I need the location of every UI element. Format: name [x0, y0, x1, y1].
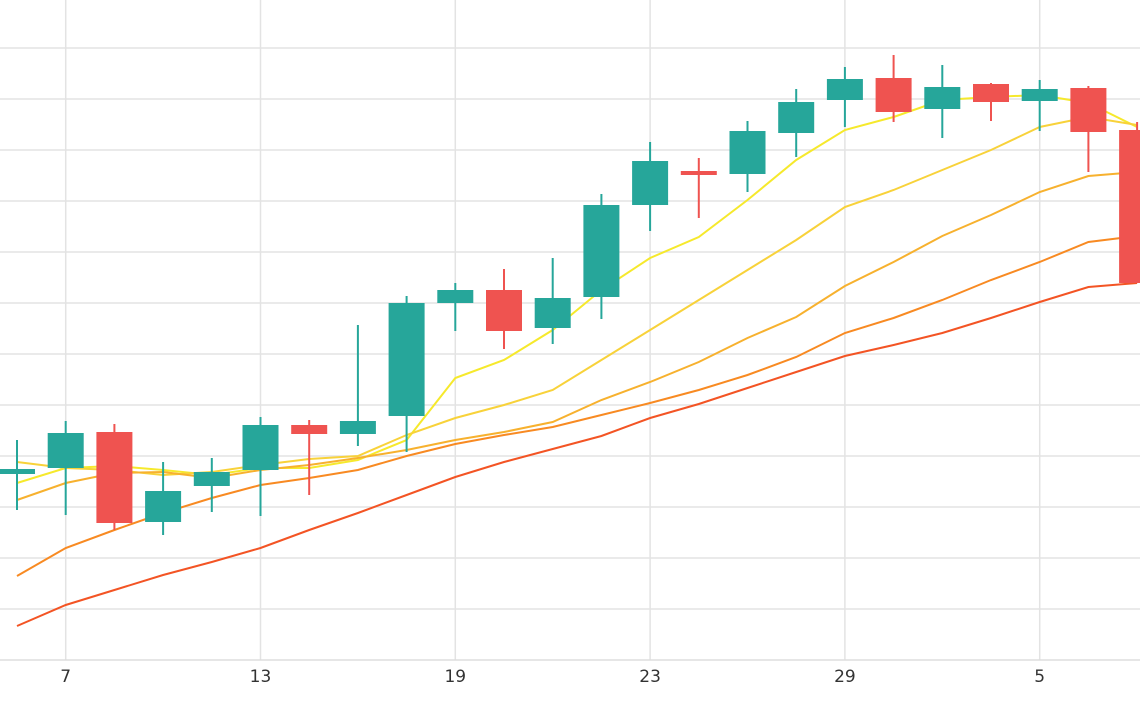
- candle-body: [388, 303, 425, 416]
- candle-body: [534, 298, 571, 328]
- candle-body: [0, 469, 35, 474]
- moving-average-line: [16, 282, 1138, 627]
- candle-body: [973, 84, 1009, 102]
- x-tick-label: 23: [639, 667, 661, 687]
- candle-body: [437, 290, 474, 303]
- candle-body: [778, 102, 815, 133]
- candle-body: [339, 421, 376, 434]
- candle-body: [632, 161, 669, 205]
- x-tick-label: 19: [444, 667, 466, 687]
- candle-body: [1021, 89, 1058, 101]
- candle-body: [1070, 88, 1107, 132]
- x-tick-label: 13: [250, 667, 272, 687]
- candle-body: [875, 78, 912, 112]
- candle-body: [729, 131, 766, 174]
- moving-average-line: [16, 171, 1138, 501]
- candle-body: [680, 171, 717, 175]
- candle-body: [193, 472, 230, 486]
- candle-body: [242, 425, 279, 470]
- x-tick-label: 29: [834, 667, 856, 687]
- x-tick-label: 7: [60, 667, 71, 687]
- candle-body: [291, 425, 328, 434]
- candle-body: [47, 433, 84, 468]
- candle-body: [924, 87, 961, 109]
- x-tick-label: 5: [1034, 667, 1045, 687]
- candle-body: [486, 290, 522, 331]
- candle-body: [1119, 130, 1140, 283]
- candle-body: [583, 205, 620, 297]
- candle-body: [826, 79, 863, 100]
- moving-average-line: [16, 235, 1138, 577]
- candle-body: [96, 432, 133, 523]
- candle-body: [145, 491, 182, 522]
